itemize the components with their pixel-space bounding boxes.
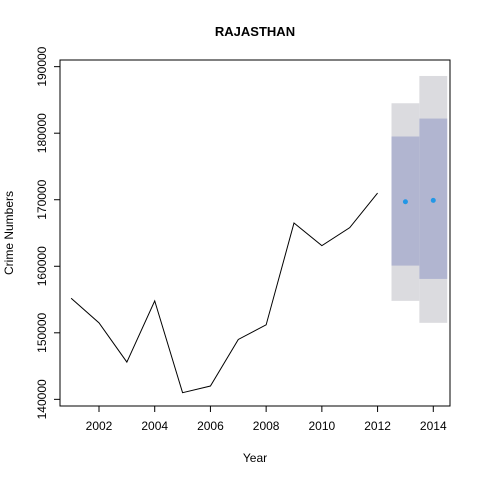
series-line-observed (70, 192, 378, 394)
x-tick-label: 2004 (141, 419, 168, 433)
y-tick-label: 140000 (35, 379, 49, 419)
y-axis-label: Crime Numbers (2, 191, 16, 275)
y-tick-label: 180000 (35, 113, 49, 153)
forecast-point-2013 (402, 199, 408, 205)
x-tick-label: 2006 (197, 419, 224, 433)
y-tick-label: 160000 (35, 246, 49, 286)
x-tick-label: 2008 (253, 419, 280, 433)
x-tick-label: 2012 (364, 419, 391, 433)
forecast-point-2014 (430, 197, 436, 203)
x-axis: 2002 2004 2006 2008 2010 2012 2014 (86, 405, 447, 433)
series-group (70, 192, 378, 394)
x-tick-label: 2010 (309, 419, 336, 433)
x-tick-label: 2002 (86, 419, 113, 433)
y-tick-label: 150000 (35, 312, 49, 352)
y-tick-label: 190000 (35, 46, 49, 86)
chart-title: RAJASTHAN (215, 24, 295, 39)
x-tick-label: 2014 (420, 419, 447, 433)
x-axis-label: Year (243, 451, 267, 465)
y-axis: 140000 150000 160000 170000 180000 190000 (35, 46, 61, 419)
forecast-intervals (391, 75, 448, 323)
forecast-points (402, 197, 436, 205)
y-tick-label: 170000 (35, 179, 49, 219)
